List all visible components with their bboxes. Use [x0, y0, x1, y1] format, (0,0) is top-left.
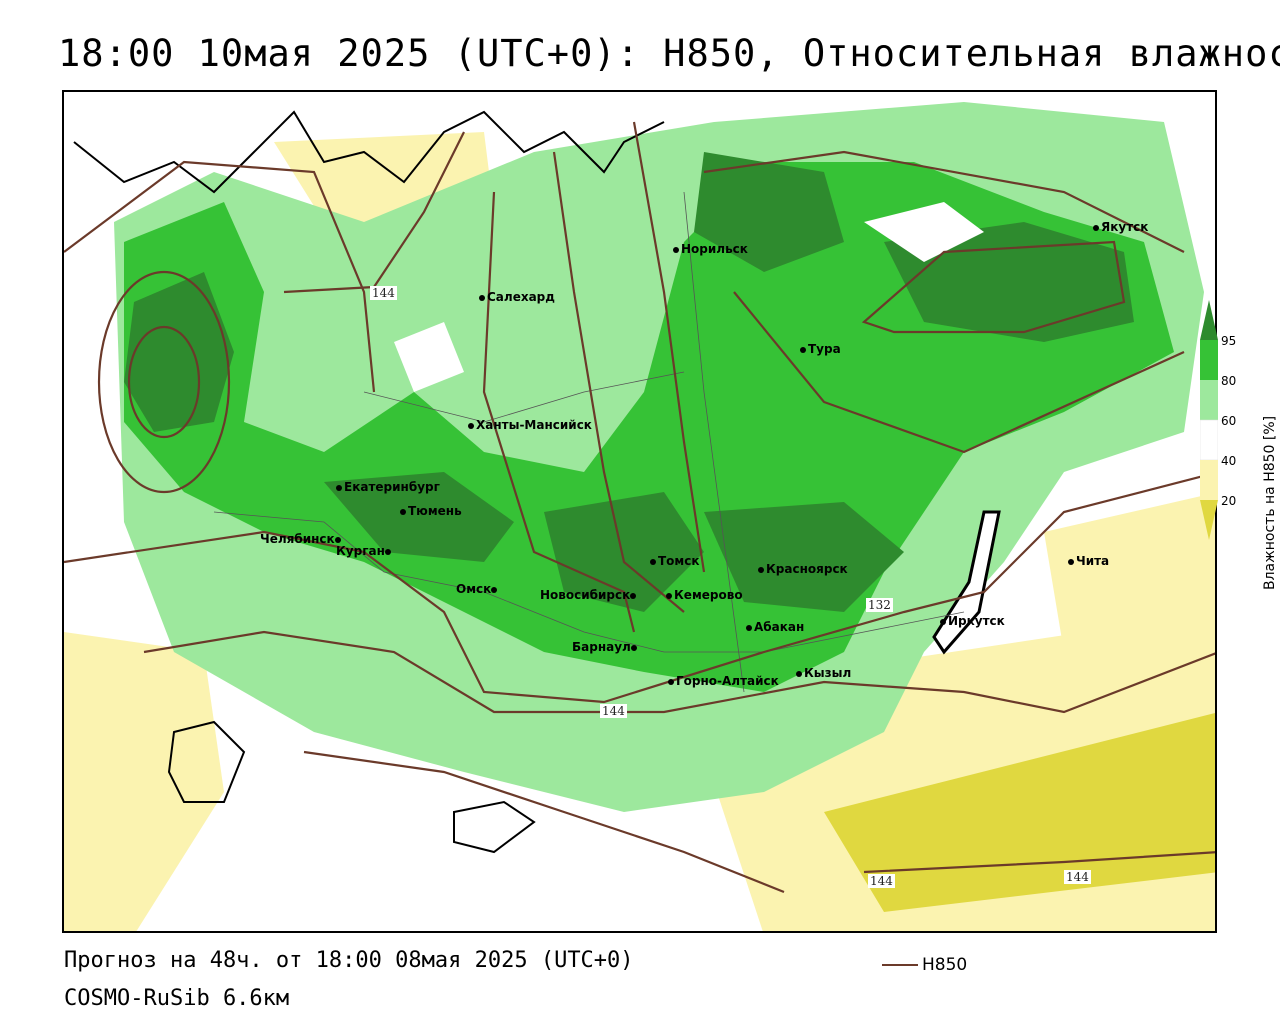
baikal-lake [932, 510, 1001, 655]
colorbar-tick: 20 [1221, 494, 1237, 508]
saturated-patch-ob [544, 492, 704, 612]
city-kemerovo: Кемерово [666, 588, 743, 602]
dry-zone-east [1044, 492, 1215, 652]
city-marker-icon [746, 624, 752, 631]
city-marker-icon [800, 346, 806, 353]
city-kyzyl: Кызыл [796, 666, 851, 680]
city-marker-icon [1068, 558, 1074, 565]
saturated-patch-north [694, 152, 844, 272]
city-marker-icon [491, 586, 498, 593]
city-novosibirsk: Новосибирск [540, 588, 638, 602]
model-info: COSMO-RuSib 6.6км [64, 986, 290, 1011]
caspian-coast [167, 720, 246, 803]
city-marker-icon [384, 548, 391, 555]
dry-zone-southwest [64, 632, 224, 931]
aral-coast [453, 800, 536, 854]
series-legend: H850 [882, 955, 967, 975]
city-tura: Тура [800, 342, 841, 356]
city-barnaul: Барнаул [572, 640, 639, 654]
forecast-info: Прогноз на 48ч. от 18:00 08мая 2025 (UTC… [64, 948, 634, 973]
city-marker-icon [1093, 224, 1099, 231]
city-tyumen: Тюмень [400, 504, 462, 518]
very-dry-zone [824, 713, 1215, 912]
saturated-patch-yenisei [704, 502, 904, 612]
coastline [73, 110, 665, 194]
colorbar-svg [1199, 300, 1219, 540]
city-khanty-mansiysk: Ханты-Мансийск [468, 418, 592, 432]
city-irkutsk: Иркутск [940, 614, 1005, 628]
city-chelyabinsk: Челябинск [260, 532, 343, 546]
contour-label: 144 [370, 286, 397, 300]
city-abakan: Абакан [746, 620, 804, 634]
city-marker-icon [673, 246, 679, 253]
dry-streak-1 [864, 202, 984, 262]
city-kurgan: Курган [336, 544, 393, 558]
h850-contours [64, 121, 1215, 894]
city-salekhard: Салехард [479, 290, 555, 304]
colorbar-tick: 40 [1221, 454, 1237, 468]
saturated-patch-ural [324, 472, 514, 562]
city-marker-icon [468, 422, 474, 429]
city-marker-icon [479, 294, 485, 301]
map-panel: Норильск Якутск Салехард Тура Ханты-Манс… [62, 90, 1217, 933]
city-marker-icon [336, 484, 342, 491]
colorbar [1199, 300, 1219, 540]
colorbar-tick: 95 [1221, 334, 1237, 348]
colorbar-tick: 60 [1221, 414, 1237, 428]
series-legend-label: H850 [922, 955, 968, 975]
city-norilsk: Норильск [673, 242, 748, 256]
city-marker-icon [650, 558, 656, 565]
contour-line-swatch [882, 964, 918, 966]
city-chita: Чита [1068, 554, 1109, 568]
contour-label: 144 [600, 704, 627, 718]
contour-label: 144 [1064, 870, 1091, 884]
city-marker-icon [400, 508, 406, 515]
city-marker-icon [666, 592, 672, 599]
city-marker-icon [668, 678, 674, 685]
city-marker-icon [630, 644, 637, 651]
city-gorno-altaysk: Горно-Алтайск [668, 674, 779, 688]
city-krasnoyarsk: Красноярск [758, 562, 848, 576]
city-marker-icon [630, 592, 637, 599]
city-yekaterinburg: Екатеринбург [336, 480, 440, 494]
city-marker-icon [334, 536, 341, 543]
colorbar-title: Влажность на H850 [%] [1262, 415, 1278, 590]
city-marker-icon [758, 566, 764, 573]
city-omsk: Омск [456, 582, 499, 596]
map-title: 18:00 10мая 2025 (UTC+0): H850, Относите… [58, 32, 1280, 75]
admin-borders [213, 191, 965, 693]
saturated-patch-west [124, 272, 234, 432]
city-yakutsk: Якутск [1093, 220, 1148, 234]
city-marker-icon [796, 670, 802, 677]
colorbar-tick: 80 [1221, 374, 1237, 388]
contour-label: 132 [866, 598, 893, 612]
city-marker-icon [940, 618, 946, 625]
city-tomsk: Томск [650, 554, 700, 568]
contour-label: 144 [868, 874, 895, 888]
map-canvas [64, 92, 1215, 931]
dry-streak-2 [394, 322, 464, 392]
